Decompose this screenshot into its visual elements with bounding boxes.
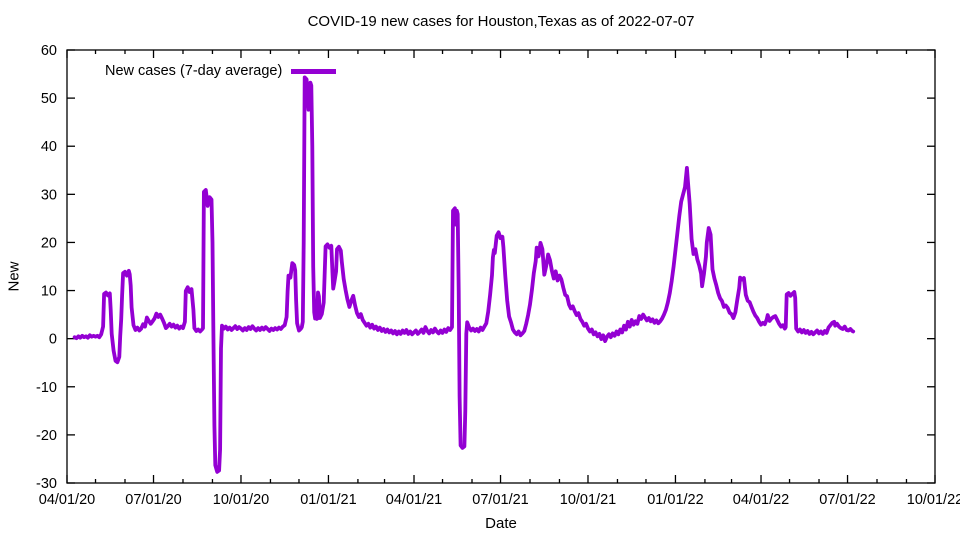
x-tick-label: 04/01/22 [733,492,789,508]
legend-label: New cases (7-day average) [105,63,283,79]
x-tick-label: 07/01/20 [125,492,181,508]
y-tick-label: 60 [41,43,57,59]
x-tick-label: 10/01/22 [907,492,960,508]
x-tick-label: 01/01/22 [647,492,703,508]
data-line [72,75,856,474]
x-tick-label: 04/01/20 [39,492,95,508]
plot-border [66,49,936,484]
y-tick-label: 30 [41,187,57,203]
chart-title: COVID-19 new cases for Houston,Texas as … [307,13,695,30]
x-tick-label: 07/01/21 [472,492,528,508]
y-tick-label: 40 [41,139,57,155]
x-tick-label: 07/01/22 [819,492,875,508]
x-tick-label: 01/01/21 [300,492,356,508]
x-tick-label: 10/01/20 [213,492,269,508]
y-tick-label: -30 [36,476,57,492]
y-tick-label: 20 [41,235,57,251]
legend: New cases (7-day average) [105,62,337,80]
y-tick-label: -20 [36,428,57,444]
x-tick-label: 04/01/21 [386,492,442,508]
x-axis-label: Date [485,515,517,532]
y-tick-label: 50 [41,91,57,107]
x-tick-label: 10/01/21 [560,492,616,508]
y-tick-label: 10 [41,284,57,300]
y-tick-label: 0 [49,332,57,348]
y-tick-label: -10 [36,380,57,396]
legend-line-sample [291,68,337,74]
